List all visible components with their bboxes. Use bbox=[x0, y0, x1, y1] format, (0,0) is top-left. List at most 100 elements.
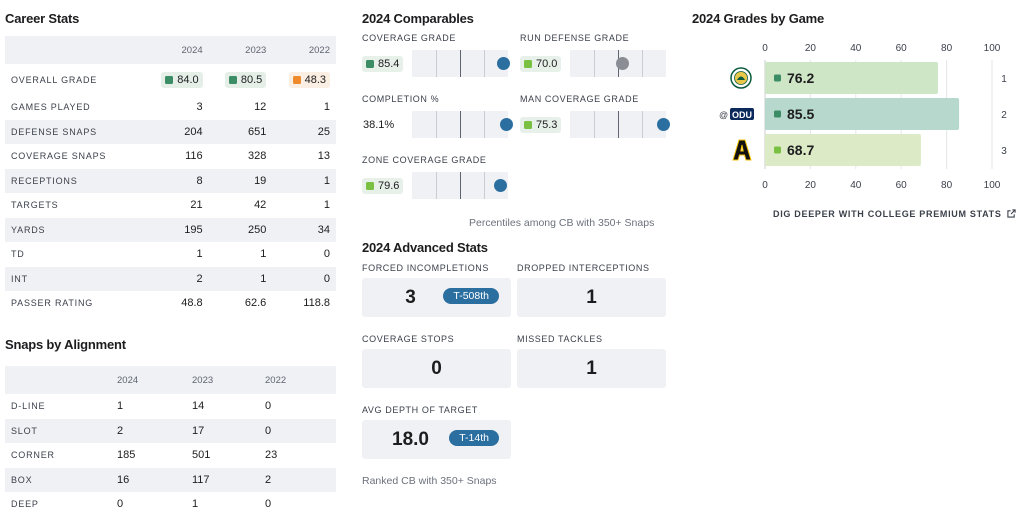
advanced-stat-item: DROPPED INTERCEPTIONS 1 bbox=[517, 263, 666, 317]
stat-value: 21 bbox=[190, 199, 203, 212]
premium-stats-link[interactable]: DIG DEEPER WITH COLLEGE PREMIUM STATS bbox=[773, 209, 1016, 219]
comparable-value: 70.0 bbox=[520, 55, 562, 72]
x-tick-label: 60 bbox=[896, 180, 908, 191]
advanced-stat-box: 0 bbox=[362, 349, 511, 388]
percentile-note: Percentiles among CB with 350+ Snaps bbox=[469, 217, 655, 229]
comparable-item: MAN COVERAGE GRADE 75.3 bbox=[520, 94, 670, 138]
percentile-tick bbox=[460, 172, 461, 199]
snap-value: 0 bbox=[117, 498, 124, 511]
comparable-item: COVERAGE GRADE 85.4 bbox=[362, 33, 510, 77]
x-tick-label: 60 bbox=[896, 43, 908, 54]
stat-value: 48.8 bbox=[181, 297, 203, 310]
career-stat-row: PASSER RATING 48.8 62.6 118.8 bbox=[5, 291, 336, 316]
percentile-tick bbox=[436, 50, 437, 77]
snap-row: SLOT 2 17 0 bbox=[5, 418, 336, 443]
grade-pill: 80.5 bbox=[224, 71, 267, 88]
comparable-label: COMPLETION % bbox=[362, 94, 440, 104]
snap-value: 16 bbox=[117, 467, 192, 492]
snap-value: 0 bbox=[265, 498, 272, 511]
stat-value: 1 bbox=[272, 168, 336, 193]
stat-value: 8 bbox=[145, 168, 209, 193]
snaps-header-row: 2024 2023 2022 bbox=[5, 366, 336, 394]
app-state-a-logo[interactable] bbox=[732, 139, 752, 161]
career-stat-rows: GAMES PLAYED 3 12 1 DEFENSE SNAPS 204 651 25 COV… bbox=[5, 95, 336, 316]
comparable-item: RUN DEFENSE GRADE 70.0 bbox=[520, 33, 666, 77]
percentile-tick bbox=[460, 50, 461, 77]
comparable-value-text: 79.6 bbox=[378, 179, 400, 192]
career-stat-row: INT 2 1 0 bbox=[5, 266, 336, 291]
week-label: 3 bbox=[1001, 146, 1007, 157]
career-stat-row: COVERAGE SNAPS 116 328 13 bbox=[5, 144, 336, 169]
stat-value: 1 bbox=[323, 199, 330, 212]
stat-value: 118.8 bbox=[303, 297, 330, 310]
grades-by-game-title: 2024 Grades by Game bbox=[692, 11, 825, 26]
advanced-stat-label: DROPPED INTERCEPTIONS bbox=[517, 263, 650, 273]
week-label: 2 bbox=[1001, 110, 1007, 121]
grade-square-icon bbox=[165, 75, 174, 84]
comparable-label: ZONE COVERAGE GRADE bbox=[362, 155, 487, 165]
snap-row: DEEP 0 1 0 bbox=[5, 492, 336, 517]
percentile-tick bbox=[594, 50, 595, 77]
snap-row: D-LINE 1 14 0 bbox=[5, 394, 336, 419]
x-tick-label: 20 bbox=[805, 43, 817, 54]
career-stats-section: Career Stats 2024 2023 2022 OVERALL GRAD… bbox=[5, 11, 336, 316]
grade-pill: 48.3 bbox=[288, 71, 330, 88]
grade-square-icon bbox=[524, 59, 532, 68]
advanced-stat-value: 1 bbox=[586, 357, 597, 379]
snap-value: 185 bbox=[117, 449, 136, 462]
career-stat-row: RECEPTIONS 8 19 1 bbox=[5, 168, 336, 193]
comparable-value-text: 38.1% bbox=[363, 118, 395, 131]
team-seal-logo[interactable] bbox=[730, 67, 752, 89]
percentile-marker bbox=[499, 118, 513, 131]
grade-bar bbox=[765, 134, 921, 166]
rank-note: Ranked CB with 350+ Snaps bbox=[362, 475, 497, 487]
premium-stats-link-label[interactable]: DIG DEEPER WITH COLLEGE PREMIUM STATS bbox=[773, 209, 1002, 219]
comparable-label: MAN COVERAGE GRADE bbox=[520, 94, 639, 104]
odu-logo-text: ODU bbox=[732, 110, 752, 120]
snap-value: 17 bbox=[192, 418, 265, 443]
row-label: DEFENSE SNAPS bbox=[5, 119, 145, 144]
snap-value: 1 bbox=[192, 498, 199, 511]
grade-square-icon bbox=[228, 75, 237, 84]
comparable-label: RUN DEFENSE GRADE bbox=[520, 33, 630, 43]
snap-row: BOX 16 117 2 bbox=[5, 467, 336, 492]
stat-value: 1 bbox=[208, 266, 273, 291]
row-label: YARDS bbox=[5, 217, 145, 242]
snaps-title: Snaps by Alignment bbox=[5, 337, 126, 352]
stat-value: 116 bbox=[185, 150, 203, 163]
row-label: OVERALL GRADE bbox=[11, 74, 98, 85]
advanced-stats-title: 2024 Advanced Stats bbox=[362, 240, 488, 255]
odu-logo[interactable]: ODU bbox=[730, 108, 754, 120]
stat-value: 42 bbox=[254, 199, 267, 212]
grade-square-icon bbox=[524, 120, 532, 129]
percentile-tick bbox=[460, 111, 461, 138]
snap-value: 0 bbox=[265, 418, 336, 443]
row-label: PASSER RATING bbox=[11, 298, 94, 309]
percentile-marker bbox=[493, 179, 507, 192]
stat-value: 651 bbox=[208, 119, 273, 144]
x-tick-label: 80 bbox=[941, 180, 953, 191]
career-stats-title: Career Stats bbox=[5, 11, 80, 26]
percentile-tick bbox=[642, 50, 643, 77]
advanced-stat-value: 18.0 bbox=[392, 428, 429, 450]
away-prefix: @ bbox=[719, 110, 728, 120]
grade-value: 80.5 bbox=[240, 73, 263, 86]
comparable-value-text: 70.0 bbox=[536, 57, 558, 70]
column-header-year: 2023 bbox=[192, 366, 265, 394]
column-header-year: 2022 bbox=[265, 366, 336, 394]
snap-value: 0 bbox=[265, 400, 272, 413]
grade-bar bbox=[765, 98, 960, 130]
row-label: D-LINE bbox=[11, 401, 46, 412]
advanced-stat-item: FORCED INCOMPLETIONS 3 T-508th bbox=[362, 263, 511, 317]
comparable-value: 75.3 bbox=[520, 116, 562, 133]
advanced-stat-box: 3 T-508th bbox=[362, 278, 511, 317]
advanced-stat-value: 3 bbox=[405, 286, 416, 308]
row-label: BOX bbox=[5, 467, 117, 492]
grades-by-game-section: 0 0 20 20 40 40 60 60 80 80 100 100 76.2 1 85.5 2 @ ODU 68… bbox=[692, 11, 1014, 226]
percentile-marker bbox=[496, 57, 510, 70]
row-label: COVERAGE SNAPS bbox=[11, 151, 107, 162]
x-tick-label: 40 bbox=[850, 43, 862, 54]
row-label: TARGETS bbox=[11, 200, 59, 211]
grade-bar bbox=[765, 62, 938, 94]
percentile-bar bbox=[412, 172, 508, 199]
